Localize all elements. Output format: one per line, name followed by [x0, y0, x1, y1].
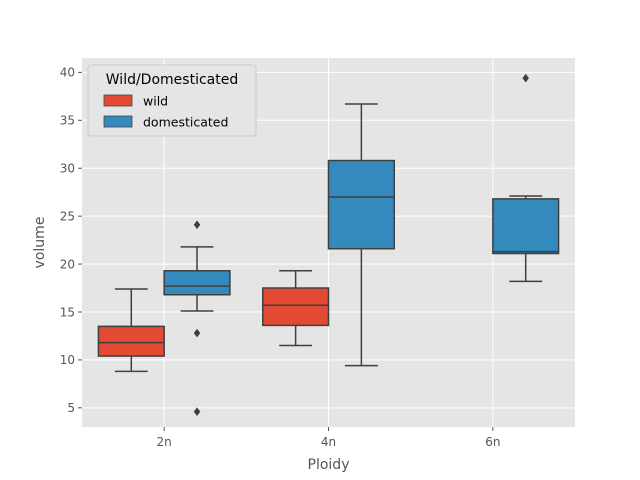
y-tick-label: 35 [60, 114, 75, 128]
y-tick-label: 15 [60, 305, 75, 319]
outlier-point [522, 73, 530, 83]
box-domesticated-2n [163, 220, 231, 417]
box-wild-4n [262, 270, 330, 347]
outlier-point [193, 407, 201, 417]
x-axis-label: Ploidy [308, 457, 350, 473]
y-tick-label: 10 [60, 353, 75, 367]
box-domesticated-6n [492, 73, 560, 283]
box-body [97, 325, 165, 357]
y-tick-label: 30 [60, 162, 75, 176]
legend-label-wild: wild [143, 94, 168, 109]
legend-title: Wild/Domesticated [106, 72, 238, 88]
outlier-point [193, 220, 201, 230]
x-tick-label: 6n [485, 435, 500, 449]
y-tick-label: 40 [60, 66, 75, 80]
y-tick-label: 20 [60, 257, 75, 271]
legend-swatch-wild [103, 94, 133, 107]
outlier-point [193, 328, 201, 338]
box-body [262, 287, 330, 327]
legend-swatch-domesticated [103, 115, 133, 128]
y-tick-label: 25 [60, 209, 75, 223]
y-tick-label: 5 [67, 401, 75, 415]
y-axis-ticks: 5 10 15 20 25 30 35 40 [60, 66, 82, 415]
box-wild-2n [97, 288, 165, 373]
box-domesticated-4n [327, 103, 395, 367]
legend-label-domesticated: domesticated [143, 115, 228, 130]
x-axis-ticks: 2n 4n 6n [157, 427, 500, 449]
box-body [163, 270, 231, 296]
box-body [327, 159, 395, 250]
x-tick-label: 4n [321, 435, 336, 449]
y-axis-label: volume [32, 217, 48, 269]
box-body [492, 198, 560, 255]
legend: Wild/Domesticated wild domesticated [87, 64, 257, 137]
x-tick-label: 2n [157, 435, 172, 449]
boxes [97, 73, 560, 417]
